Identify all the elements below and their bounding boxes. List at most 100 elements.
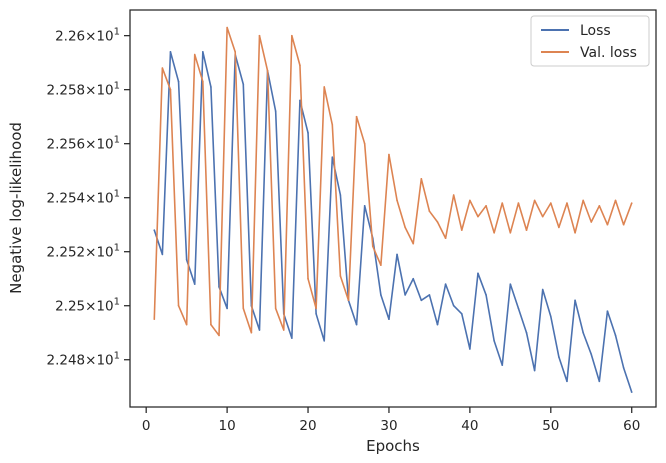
data-point-val-loss <box>193 53 196 56</box>
data-point-loss <box>218 286 220 288</box>
y-tick-label: 2.26×101 <box>55 27 120 45</box>
data-point-loss <box>541 288 544 291</box>
data-point-val-loss <box>509 232 512 234</box>
data-point-loss <box>614 334 617 337</box>
data-point-loss <box>460 313 463 315</box>
data-point-loss <box>622 367 625 369</box>
data-point-loss <box>161 253 164 256</box>
x-axis-label: Epochs <box>366 437 420 455</box>
data-point-loss <box>274 110 277 113</box>
data-point-val-loss <box>210 323 212 326</box>
data-point-val-loss <box>218 334 220 337</box>
data-point-val-loss <box>444 237 447 240</box>
data-point-loss <box>169 51 172 53</box>
data-point-val-loss <box>614 199 617 202</box>
data-point-loss <box>258 329 261 331</box>
data-point-val-loss <box>226 26 228 29</box>
data-point-loss <box>533 369 536 372</box>
data-point-loss <box>485 294 487 296</box>
data-point-val-loss <box>234 51 236 53</box>
data-point-loss <box>436 323 439 326</box>
data-point-loss <box>291 337 293 339</box>
data-point-val-loss <box>493 232 495 234</box>
data-point-loss <box>558 356 560 358</box>
data-point-val-loss <box>315 307 317 310</box>
data-point-val-loss <box>355 115 358 118</box>
data-point-loss <box>323 340 326 342</box>
data-point-loss <box>153 229 156 231</box>
data-point-val-loss <box>501 202 504 204</box>
data-point-val-loss <box>153 318 156 321</box>
data-point-loss <box>452 304 455 307</box>
data-point-loss <box>193 283 196 285</box>
data-point-loss <box>606 310 609 312</box>
x-tick-label: 30 <box>380 418 397 434</box>
data-point-loss <box>363 205 366 207</box>
data-point-loss <box>226 307 228 310</box>
plot-frame <box>129 9 657 408</box>
data-point-val-loss <box>622 223 625 226</box>
data-point-loss <box>493 340 495 342</box>
data-point-val-loss <box>347 299 350 302</box>
data-point-val-loss <box>598 205 601 207</box>
data-point-val-loss <box>250 331 253 334</box>
data-point-loss <box>509 283 512 285</box>
data-point-loss <box>388 318 390 321</box>
data-point-val-loss <box>412 242 415 245</box>
data-point-val-loss <box>477 215 479 218</box>
data-point-val-loss <box>177 304 180 307</box>
data-point-loss <box>210 86 212 88</box>
data-point-loss <box>550 315 552 318</box>
data-point-val-loss <box>282 329 285 331</box>
data-point-loss <box>396 253 398 256</box>
x-axis: 0 10 20 30 40 50 60 <box>142 407 640 434</box>
data-point-val-loss <box>307 277 309 280</box>
data-point-loss <box>630 391 633 393</box>
data-point-val-loss <box>185 323 188 326</box>
data-point-val-loss <box>630 202 633 204</box>
data-point-loss <box>242 83 245 86</box>
data-point-val-loss <box>258 34 261 37</box>
y-tick-label: 2.25×101 <box>55 297 120 315</box>
x-tick-label: 10 <box>219 418 236 434</box>
data-point-loss <box>566 380 568 383</box>
data-point-val-loss <box>266 69 269 72</box>
series-line-val-loss <box>153 26 633 337</box>
data-point-val-loss <box>331 123 334 126</box>
plot-area <box>153 26 633 393</box>
data-point-val-loss <box>541 215 544 218</box>
data-point-loss <box>428 294 431 296</box>
data-point-loss <box>590 353 593 356</box>
data-point-val-loss <box>606 223 609 226</box>
x-tick-label: 60 <box>623 418 640 434</box>
legend-label-val-loss: Val. loss <box>580 45 637 61</box>
data-point-loss <box>525 331 528 334</box>
data-point-loss <box>339 194 342 196</box>
data-point-val-loss <box>558 226 560 229</box>
data-point-val-loss <box>363 142 366 145</box>
data-point-val-loss <box>550 202 552 204</box>
y-tick-label: 2.256×101 <box>46 135 120 153</box>
data-point-val-loss <box>323 86 326 88</box>
data-point-val-loss <box>404 226 406 229</box>
y-tick-label: 2.254×101 <box>46 189 120 207</box>
data-point-val-loss <box>428 210 431 212</box>
data-point-val-loss <box>436 221 439 223</box>
data-point-val-loss <box>566 202 568 204</box>
data-point-loss <box>177 80 180 83</box>
legend-label-loss: Loss <box>580 23 611 39</box>
y-axis-label: Negative log-likelihood <box>7 122 25 294</box>
data-point-loss <box>412 277 415 280</box>
data-point-val-loss <box>582 199 584 202</box>
data-point-loss <box>299 99 301 102</box>
data-point-val-loss <box>274 307 277 310</box>
data-point-val-loss <box>202 80 204 83</box>
data-point-val-loss <box>525 229 528 231</box>
data-point-loss <box>598 380 601 383</box>
data-point-loss <box>582 331 584 334</box>
series-line-loss <box>153 51 633 393</box>
data-point-loss <box>574 299 576 302</box>
data-point-val-loss <box>460 229 463 231</box>
data-point-val-loss <box>574 232 576 234</box>
data-point-val-loss <box>469 199 471 202</box>
